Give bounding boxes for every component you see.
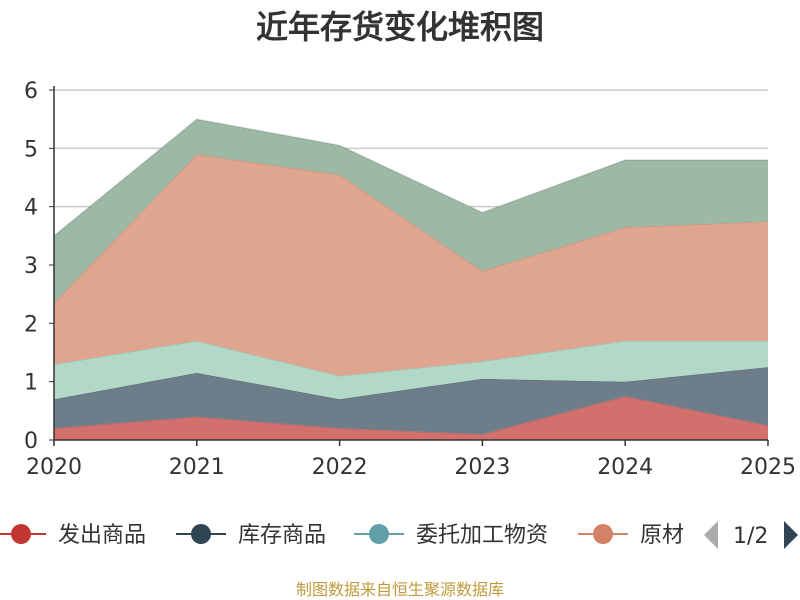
data-source-footer: 制图数据来自恒生聚源数据库: [296, 580, 504, 599]
area-series-4: [54, 119, 768, 303]
legend-marker-0: [11, 524, 31, 544]
y-tick-1: 1: [24, 371, 38, 396]
x-tick-2021: 2021: [169, 455, 225, 480]
legend: 发出商品 库存商品 委托加工物资 原材: [0, 523, 684, 548]
x-tick-2022: 2022: [312, 455, 368, 480]
chart-title: 近年存货变化堆积图: [256, 8, 544, 46]
legend-label-3: 原材: [640, 523, 684, 548]
legend-label-0: 发出商品: [58, 523, 146, 548]
y-tick-2: 2: [24, 312, 38, 337]
area-series-3: [54, 154, 768, 376]
legend-pager: 1/2: [704, 521, 798, 549]
legend-item-3[interactable]: 原材: [578, 523, 684, 548]
line-series-4: [53, 118, 768, 237]
legend-label-1: 库存商品: [238, 523, 326, 548]
y-tick-4: 4: [24, 196, 38, 221]
x-tick-2024: 2024: [597, 455, 653, 480]
triangle-left-icon[interactable]: [704, 521, 718, 549]
legend-marker-2: [369, 524, 389, 544]
legend-marker-3: [593, 524, 613, 544]
legend-marker-1: [191, 524, 211, 544]
stacked-areas: [53, 118, 769, 440]
x-tick-2025: 2025: [740, 455, 796, 480]
x-tick-labels: 2020 2021 2022 2023 2024 2025: [26, 440, 796, 480]
y-tick-5: 5: [24, 137, 38, 162]
area-series-2: [54, 340, 768, 400]
x-tick-2020: 2020: [26, 455, 82, 480]
legend-item-0[interactable]: 发出商品: [0, 523, 146, 548]
y-tick-3: 3: [24, 254, 38, 279]
area-series-1: [54, 367, 768, 435]
axes: [53, 86, 768, 441]
triangle-right-icon[interactable]: [784, 521, 798, 549]
y-tick-6: 6: [24, 79, 38, 104]
legend-page-indicator: 1/2: [733, 524, 768, 549]
area-series-0: [54, 396, 768, 440]
legend-label-2: 委托加工物资: [416, 523, 548, 548]
legend-item-2[interactable]: 委托加工物资: [354, 523, 548, 548]
x-tick-2023: 2023: [454, 455, 510, 480]
legend-item-1[interactable]: 库存商品: [176, 523, 326, 548]
y-tick-labels: 0 1 2 3 4 5 6: [24, 79, 54, 454]
y-tick-0: 0: [24, 429, 38, 454]
